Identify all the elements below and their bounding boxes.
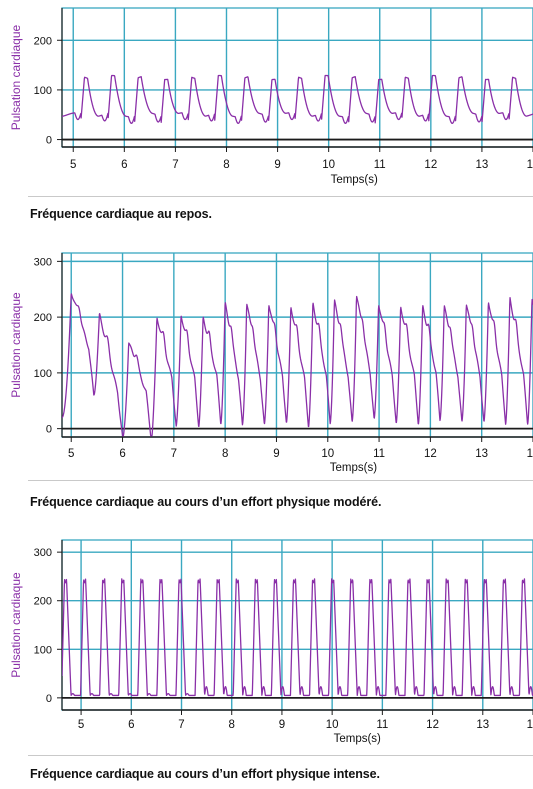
y-tick-label: 200 [34, 312, 52, 324]
chart-caption: Fréquence cardiaque au repos. [30, 207, 212, 221]
heart-rate-series-line [62, 293, 533, 437]
x-axis-label: Temps(s) [334, 733, 381, 745]
heart-rate-series-line [62, 578, 533, 697]
y-tick-label: 0 [46, 424, 52, 436]
y-tick-label: 0 [46, 693, 52, 705]
x-tick-label: 9 [274, 159, 280, 171]
x-axis-label: Temps(s) [330, 462, 377, 474]
x-tick-label: 6 [119, 448, 125, 460]
x-tick-label: 11 [373, 448, 385, 460]
chart-caption: Fréquence cardiaque au cours d’un effort… [30, 495, 382, 509]
x-tick-label: 14 [527, 448, 533, 460]
y-tick-label: 100 [34, 368, 52, 380]
x-tick-label: 5 [70, 159, 76, 171]
x-tick-label: 12 [426, 719, 439, 731]
x-tick-label: 8 [222, 448, 228, 460]
x-tick-label: 7 [172, 159, 178, 171]
x-tick-label: 7 [171, 448, 177, 460]
x-tick-label: 5 [68, 448, 74, 460]
x-axis-label: Temps(s) [331, 174, 378, 186]
caption-divider [28, 480, 533, 481]
x-tick-label: 8 [223, 159, 229, 171]
x-tick-label: 5 [78, 719, 84, 731]
x-tick-label: 8 [229, 719, 235, 731]
y-tick-label: 100 [34, 644, 52, 656]
caption-divider [28, 196, 533, 197]
x-tick-label: 11 [376, 719, 388, 731]
x-tick-label: 7 [178, 719, 184, 731]
y-tick-label: 200 [34, 596, 52, 608]
x-tick-label: 13 [476, 159, 489, 171]
x-tick-label: 14 [527, 159, 533, 171]
x-tick-label: 9 [273, 448, 279, 460]
x-tick-label: 10 [326, 719, 339, 731]
x-tick-label: 11 [374, 159, 386, 171]
x-tick-label: 6 [128, 719, 134, 731]
x-tick-label: 9 [279, 719, 285, 731]
heart-rate-chart-intense: 5 6 7 8 9 10 11 12 13 14 0 100 200 300 Temps(s) Pulsati… [9, 539, 533, 745]
x-tick-label: 12 [424, 159, 437, 171]
y-tick-label: 200 [34, 35, 52, 47]
chart-caption: Fréquence cardiaque au cours d’un effort… [30, 767, 380, 781]
x-tick-label: 13 [476, 719, 489, 731]
heart-rate-series-line [62, 74, 533, 124]
y-axis-label: Pulsation cardiaque [9, 292, 23, 398]
x-tick-label: 10 [321, 448, 334, 460]
y-axis-label: Pulsation cardiaque [9, 24, 23, 130]
chart-panel-rest: 5 6 7 8 9 10 11 12 13 14 0 100 200 Temps(s) Pulsation … [0, 0, 533, 232]
x-tick-label: 14 [527, 719, 533, 731]
y-tick-label: 300 [34, 547, 52, 559]
heart-rate-chart-moderate: 5 6 7 8 9 10 11 12 13 14 0 100 200 300 Temps(s) Pulsati… [9, 252, 533, 474]
x-tick-label: 6 [121, 159, 127, 171]
x-tick-label: 10 [322, 159, 335, 171]
chart-panel-moderate: 5 6 7 8 9 10 11 12 13 14 0 100 200 300 Temps(s) Pulsati… [0, 240, 533, 518]
heart-rate-chart-rest: 5 6 7 8 9 10 11 12 13 14 0 100 200 Temps(s) Pulsation … [9, 7, 533, 186]
y-tick-label: 100 [34, 85, 52, 97]
y-tick-label: 0 [46, 135, 52, 147]
caption-divider [28, 755, 533, 756]
x-tick-label: 13 [475, 448, 488, 460]
y-tick-label: 300 [34, 256, 52, 268]
chart-panel-intense: 5 6 7 8 9 10 11 12 13 14 0 100 200 300 Temps(s) Pulsati… [0, 526, 533, 789]
x-tick-label: 12 [424, 448, 437, 460]
y-axis-label: Pulsation cardiaque [9, 572, 23, 678]
